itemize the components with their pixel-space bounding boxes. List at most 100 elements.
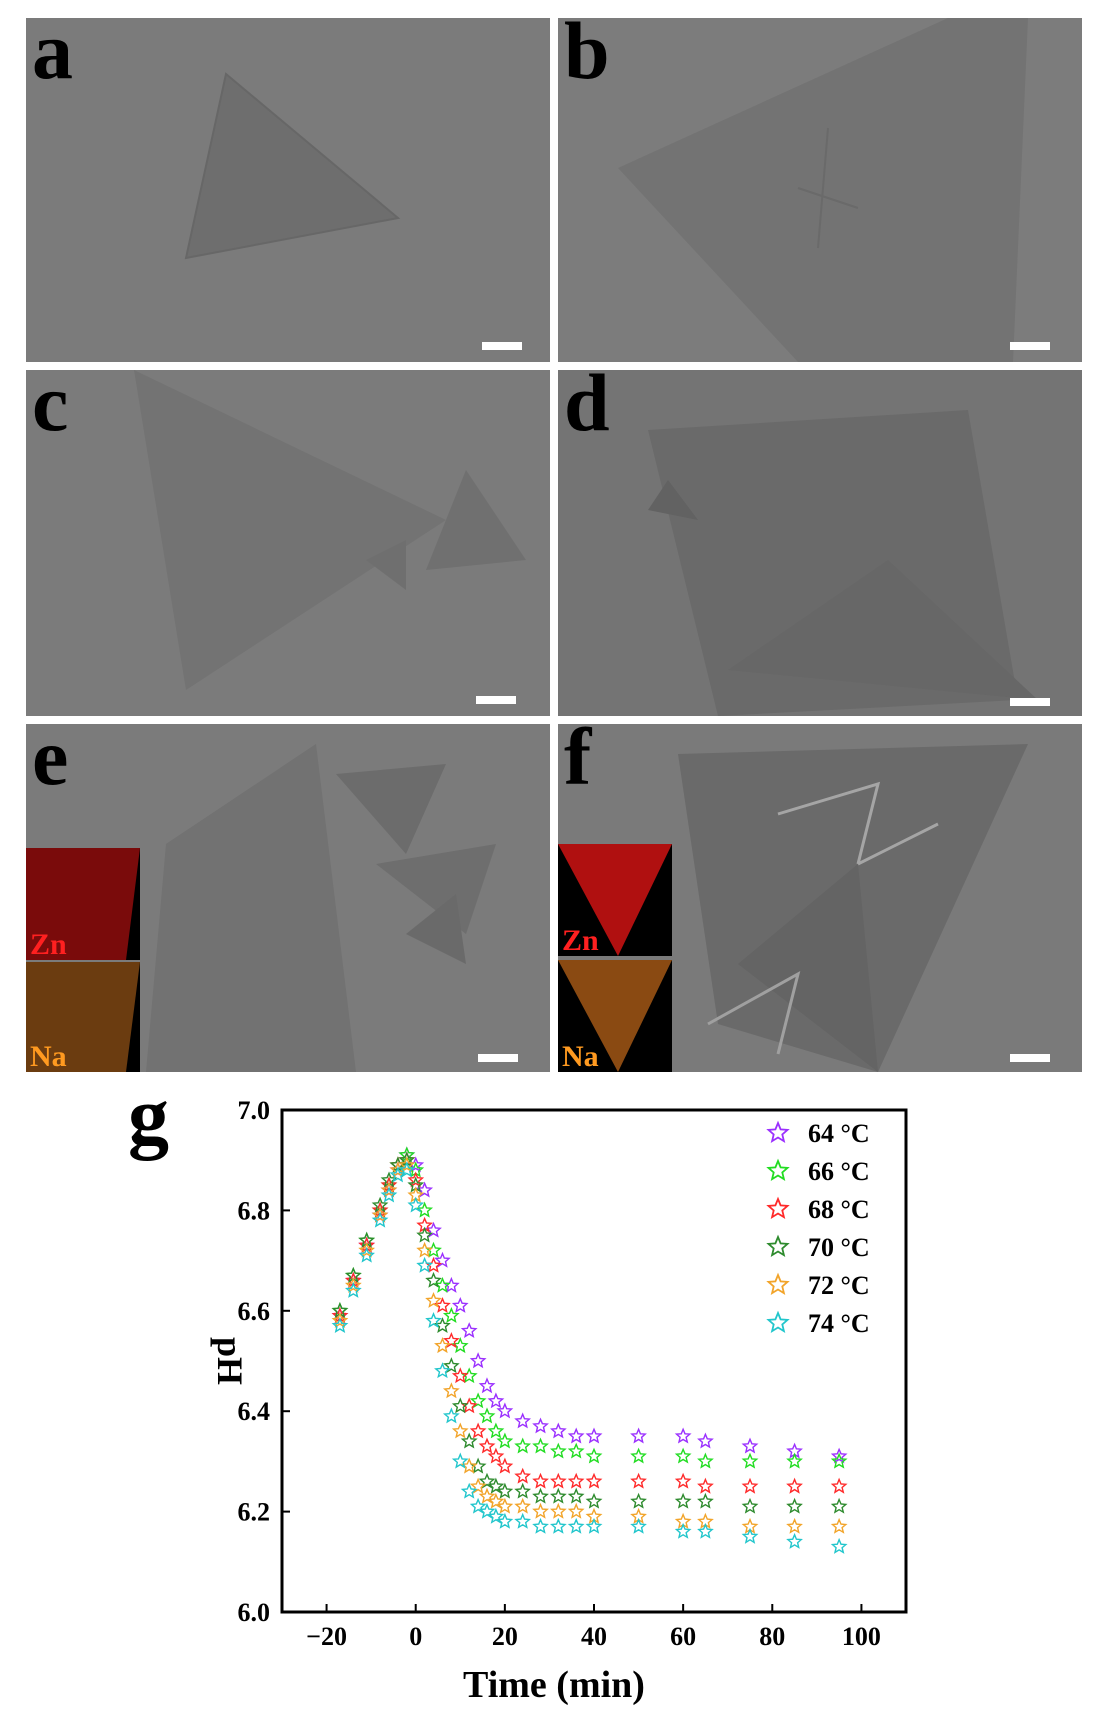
data-point <box>514 1437 532 1454</box>
micrograph-panel-f: f Zn Na <box>558 724 1082 1072</box>
data-point <box>434 1362 451 1379</box>
data-point <box>549 1502 567 1519</box>
data-point <box>830 1452 848 1469</box>
micrograph-panel-c: c <box>26 370 550 716</box>
data-point <box>585 1492 603 1509</box>
data-point <box>697 1432 714 1449</box>
data-point <box>697 1492 714 1509</box>
data-point <box>442 1357 460 1374</box>
data-point <box>630 1447 647 1464</box>
data-point <box>549 1487 567 1504</box>
x-tick-label: 100 <box>842 1622 881 1651</box>
data-point <box>371 1211 389 1228</box>
data-point <box>786 1517 803 1534</box>
eds-map-zn: Zn <box>558 844 672 956</box>
data-point <box>496 1457 514 1474</box>
data-point <box>469 1422 487 1439</box>
data-point <box>434 1337 451 1354</box>
data-point <box>786 1532 803 1549</box>
data-point <box>451 1452 469 1469</box>
data-point <box>741 1477 759 1494</box>
data-point <box>585 1447 603 1464</box>
y-tick-label: 7.0 <box>238 1096 271 1125</box>
data-point <box>487 1507 505 1524</box>
data-point <box>487 1422 505 1439</box>
data-point <box>514 1412 532 1429</box>
data-point <box>567 1517 585 1534</box>
scale-bar <box>1010 342 1050 350</box>
data-point <box>697 1522 714 1539</box>
legend-entry: 64 °C <box>808 1119 870 1148</box>
data-point <box>697 1477 714 1494</box>
data-point <box>460 1482 478 1499</box>
legend-marker <box>766 1310 790 1333</box>
data-point <box>550 1422 567 1439</box>
data-point <box>460 1432 478 1449</box>
x-tick-label: 60 <box>670 1622 696 1651</box>
element-label-zn: Zn <box>30 928 67 960</box>
ph-vs-time-chart: −20 0 20 40 60 80 100 6.0 6.2 6.4 6.6 6.8 7.0 Time (m… <box>210 1096 908 1706</box>
triangle-crystal-image <box>26 18 550 362</box>
data-point <box>830 1517 848 1534</box>
data-point <box>630 1492 647 1509</box>
data-point <box>630 1517 647 1534</box>
data-point <box>442 1306 460 1323</box>
data-point <box>630 1472 647 1489</box>
data-point <box>830 1447 848 1464</box>
data-point <box>442 1382 460 1399</box>
data-point <box>674 1492 692 1509</box>
data-point <box>567 1427 585 1444</box>
triangle-crystal-image <box>558 18 1082 362</box>
data-point <box>469 1352 487 1369</box>
panel-label: a <box>32 18 73 96</box>
legend-marker <box>766 1158 790 1181</box>
data-point <box>487 1392 505 1409</box>
panel-label: e <box>32 724 69 802</box>
data-point <box>585 1472 603 1489</box>
data-point <box>460 1322 478 1338</box>
data-point <box>532 1502 549 1519</box>
scale-bar <box>1010 1054 1050 1062</box>
data-point <box>830 1497 848 1514</box>
y-tick-label: 6.4 <box>238 1397 271 1426</box>
data-point <box>585 1427 603 1444</box>
data-point <box>532 1437 549 1454</box>
data-point <box>741 1452 759 1469</box>
data-point <box>451 1397 469 1414</box>
data-point <box>407 1171 425 1188</box>
triangle-crystal-image <box>26 370 550 716</box>
x-tick-label: 0 <box>409 1622 422 1651</box>
data-point <box>451 1296 469 1313</box>
data-point <box>344 1281 362 1298</box>
data-point <box>434 1251 451 1268</box>
data-point <box>567 1487 585 1504</box>
data-point <box>496 1402 514 1419</box>
data-point <box>478 1437 496 1454</box>
data-point <box>549 1442 567 1459</box>
y-tick-label: 6.8 <box>238 1196 271 1225</box>
scale-bar <box>476 696 516 704</box>
data-point <box>469 1392 487 1409</box>
micrograph-panel-d: d <box>558 370 1082 716</box>
data-point <box>478 1502 496 1519</box>
data-point <box>478 1487 496 1504</box>
data-point <box>514 1467 532 1484</box>
data-point <box>786 1497 803 1514</box>
data-point <box>741 1437 759 1454</box>
data-point <box>425 1271 442 1288</box>
data-point <box>550 1472 567 1489</box>
data-point <box>786 1477 803 1494</box>
data-point <box>358 1241 376 1258</box>
data-point <box>741 1497 759 1514</box>
micrograph-panel-b: b <box>558 18 1082 362</box>
data-point <box>487 1492 505 1509</box>
data-point <box>830 1477 848 1494</box>
triangle-crystal-image <box>558 370 1082 716</box>
x-tick-label: −20 <box>306 1622 347 1651</box>
data-point <box>416 1256 434 1273</box>
data-point <box>398 1156 416 1173</box>
y-tick-label: 6.6 <box>238 1297 271 1326</box>
element-label-na: Na <box>562 1040 599 1072</box>
panel-label: d <box>564 370 610 448</box>
x-axis-label: Time (min) <box>463 1664 645 1706</box>
